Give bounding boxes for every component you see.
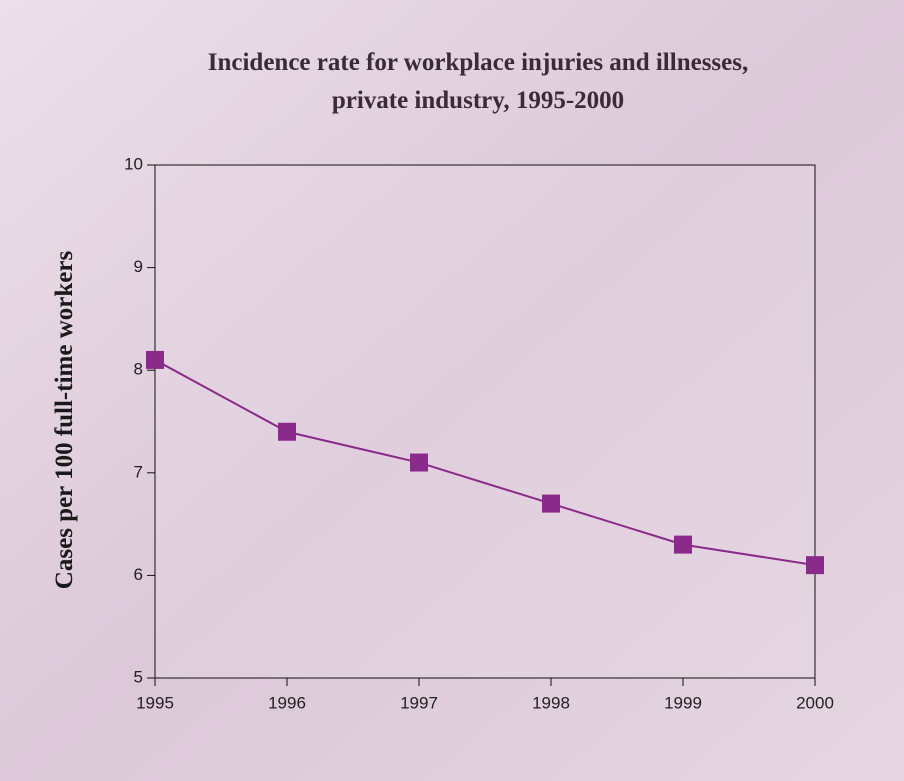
x-tick-label: 2000 bbox=[796, 693, 834, 712]
y-tick-label: 8 bbox=[134, 360, 143, 379]
y-tick-label: 5 bbox=[134, 667, 143, 686]
y-axis-label: Cases per 100 full-time workers bbox=[51, 251, 78, 590]
data-point bbox=[146, 350, 164, 369]
data-point bbox=[806, 556, 824, 575]
x-tick-label: 1996 bbox=[268, 693, 306, 712]
y-tick-label: 9 bbox=[134, 257, 143, 276]
y-tick-label: 6 bbox=[134, 565, 143, 584]
series-line bbox=[154, 359, 816, 567]
data-point bbox=[542, 494, 560, 513]
data-point bbox=[278, 422, 296, 441]
x-tick-label: 1999 bbox=[664, 693, 702, 712]
plot: 5 6 7 8 9 10 1995 1996 1997 1998 1999 2000 bbox=[124, 154, 834, 712]
data-point bbox=[674, 535, 692, 554]
y-tick-label: 7 bbox=[134, 462, 143, 481]
x-tick-label: 1995 bbox=[136, 693, 174, 712]
x-tick-label: 1997 bbox=[400, 693, 438, 712]
y-tick-label: 10 bbox=[124, 154, 143, 173]
chart-title: Incidence rate for workplace injuries an… bbox=[208, 49, 748, 76]
plot-frame bbox=[154, 164, 816, 679]
data-point bbox=[410, 453, 428, 472]
x-tick-label: 1998 bbox=[532, 693, 570, 712]
chart-subtitle: private industry, 1995-2000 bbox=[332, 87, 624, 114]
